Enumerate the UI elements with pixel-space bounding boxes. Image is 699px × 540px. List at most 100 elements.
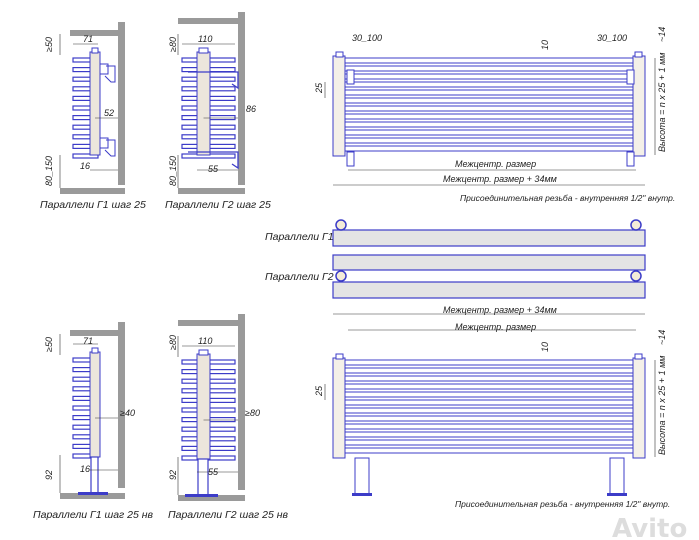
bracket-arm xyxy=(188,151,239,170)
tube-bar xyxy=(332,447,646,454)
air-vent-plug xyxy=(198,349,209,356)
air-vent-plug xyxy=(198,47,209,54)
top-view-g2-bar-front xyxy=(332,254,646,271)
right-collector xyxy=(632,357,646,459)
floor xyxy=(60,188,125,194)
dim-center-distance: Межцентр. размер xyxy=(455,322,536,332)
tube-bar xyxy=(332,367,646,374)
tube-bar xyxy=(332,415,646,422)
tube-bar xyxy=(332,89,646,96)
front-view-wall: 30_100 30_100 10 25 ~14 Высота = n x 25 … xyxy=(314,27,675,203)
tube-bar xyxy=(332,423,646,430)
front-view-floor: Межцентр. размер + 34мм Межцентр. размер… xyxy=(314,305,670,509)
wall xyxy=(118,22,125,185)
wall xyxy=(238,314,245,490)
tube-bar xyxy=(332,97,646,104)
wall xyxy=(238,12,245,185)
tube-bar xyxy=(332,65,646,72)
collector-end-circle xyxy=(335,219,347,231)
dim-floor-clearance: 80_150 xyxy=(168,156,178,186)
dim-floor-clearance: 92 xyxy=(44,470,54,480)
tube-bar xyxy=(332,57,646,64)
plug xyxy=(634,51,643,58)
tube-bar xyxy=(332,113,646,120)
bracket-arm xyxy=(104,65,116,83)
view-label: Параллели Г2 шаг 25 xyxy=(165,199,271,211)
view-label: Параллели Г1 шаг 25 нв xyxy=(33,509,154,521)
left-collector xyxy=(332,55,346,157)
tube-bar xyxy=(332,105,646,112)
floor-leg xyxy=(354,457,370,495)
plug xyxy=(335,51,344,58)
dim-top-clearance: ≥80 xyxy=(168,335,178,350)
dim-top-offset: ~14 xyxy=(657,27,667,42)
wall-bracket xyxy=(99,63,109,75)
dim-offset: 55 xyxy=(208,467,219,477)
dim-bracket-left: 30_100 xyxy=(352,33,382,43)
dim-wall-gap: 86 xyxy=(246,104,256,114)
floor xyxy=(60,493,125,499)
side-view-g1: ≥50 71 52 16 80_150 Параллели Г1 шаг 25 xyxy=(40,34,146,211)
dim-bracket-right: 30_100 xyxy=(597,33,627,43)
view-label: Параллели Г2 шаг 25 нв xyxy=(168,509,289,521)
plug xyxy=(634,353,643,360)
wall-top-niche xyxy=(178,320,238,326)
thread-note: Присоединительная резьба - внутренняя 1/… xyxy=(455,499,670,509)
tube-bar xyxy=(332,145,646,152)
dim-top-offset: ~14 xyxy=(657,330,667,345)
dim-depth: 110 xyxy=(198,34,212,44)
dim-overall: Межцентр. размер + 34мм xyxy=(443,305,557,315)
dim-pitch: 25 xyxy=(314,385,324,397)
tube-bar xyxy=(332,407,646,414)
collector-end-circle xyxy=(630,219,642,231)
dim-floor-clearance: 92 xyxy=(168,470,178,480)
wall-top-niche xyxy=(70,30,118,36)
leg-foot xyxy=(352,493,372,496)
top-views: Параллели Г1 Параллели Г2 xyxy=(265,231,334,283)
bracket-arm xyxy=(104,139,116,157)
tube-bar xyxy=(332,121,646,128)
wall-bracket xyxy=(99,137,109,149)
side-view-g2-floor: ≥80 110 ≥80 55 92 Параллели Г2 шаг 25 нв xyxy=(168,335,289,521)
collector-pipe xyxy=(89,51,101,156)
dim-overall: Межцентр. размер + 34мм xyxy=(443,174,557,184)
drawing-geometry xyxy=(59,12,656,501)
side-view-g2: ≥80 110 86 55 80_150 Параллели Г2 шаг 25 xyxy=(165,34,271,211)
tube-bar xyxy=(332,359,646,366)
collector-end-circle xyxy=(630,270,642,282)
wall-bracket xyxy=(346,69,355,85)
dim-depth: 71 xyxy=(83,34,93,44)
tube-bar xyxy=(332,399,646,406)
dim-floor-clearance: 80_150 xyxy=(44,156,54,186)
floor-leg xyxy=(90,456,99,494)
dim-gap: 10 xyxy=(540,342,550,352)
air-vent-plug xyxy=(91,347,99,354)
avito-watermark: Avito xyxy=(612,514,687,540)
bracket-arm xyxy=(188,71,239,90)
collector-pipe xyxy=(89,351,101,458)
top-view-label-g2: Параллели Г2 xyxy=(265,271,334,283)
left-collector xyxy=(332,357,346,459)
tube-bar xyxy=(332,375,646,382)
right-collector xyxy=(632,55,646,157)
floor-leg xyxy=(609,457,625,495)
wall-bracket xyxy=(626,151,635,167)
collector-pipe xyxy=(196,51,211,156)
dim-top-clearance: ≥50 xyxy=(44,337,54,352)
dim-wall-gap: 52 xyxy=(104,108,114,118)
wall-bracket xyxy=(346,151,355,167)
top-view-g2-bar-rear xyxy=(332,281,646,299)
dim-height-formula: Высота = n x 25 + 1 мм xyxy=(657,356,667,455)
collector-pipe xyxy=(196,353,211,460)
plug xyxy=(335,353,344,360)
dim-center-distance: Межцентр. размер xyxy=(455,159,536,169)
top-view-g1-bar xyxy=(332,229,646,247)
dim-offset: 55 xyxy=(208,164,219,174)
side-view-g1-floor: ≥50 71 ≥40 16 92 Параллели Г1 шаг 25 нв xyxy=(33,336,154,521)
dim-gap: 10 xyxy=(540,40,550,50)
view-label: Параллели Г1 шаг 25 xyxy=(40,199,146,211)
fin xyxy=(72,153,99,159)
dim-height-formula: Высота = n x 25 + 1 мм xyxy=(657,53,667,152)
leg-foot xyxy=(78,492,108,495)
thread-note: Присоединительная резьба - внутренняя 1/… xyxy=(460,193,675,203)
